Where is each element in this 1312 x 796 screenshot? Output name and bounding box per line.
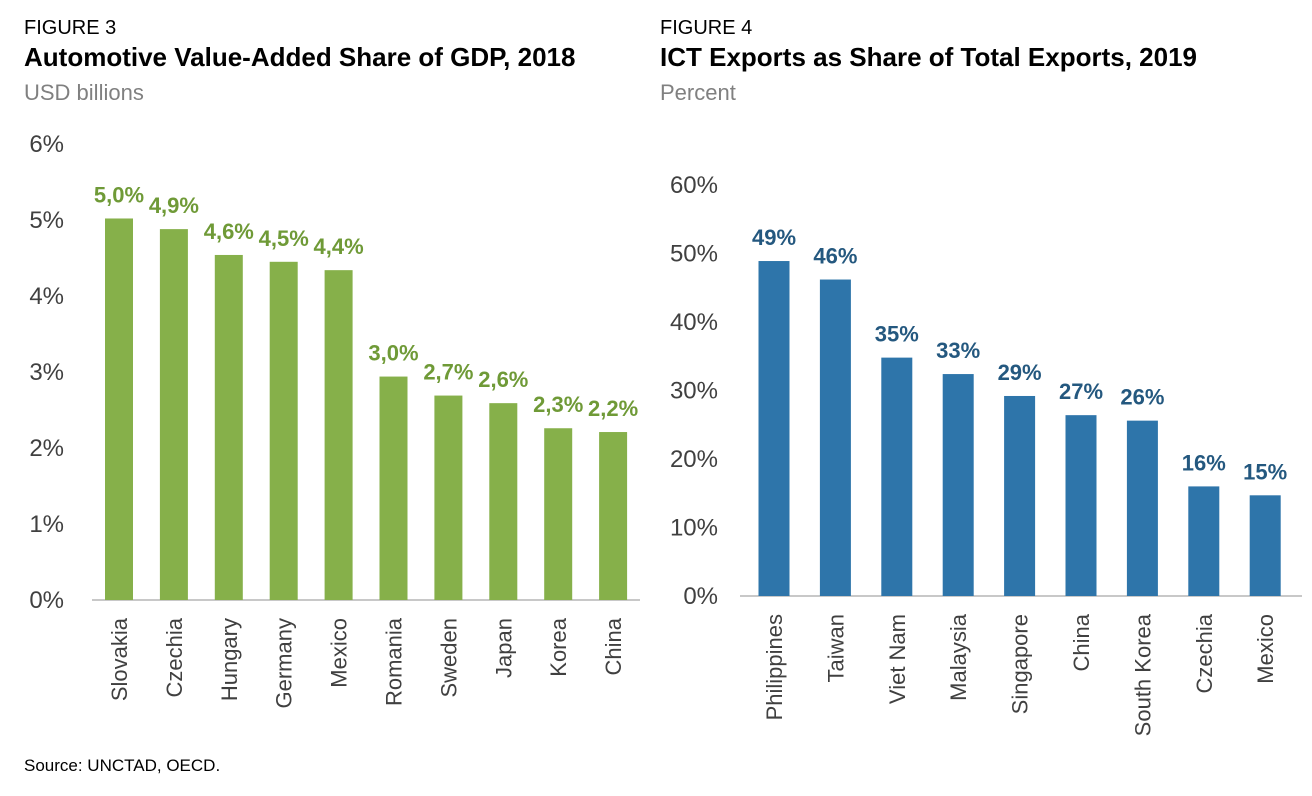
fig4-data-label: 26% xyxy=(1120,385,1164,410)
fig4-ytick-label: 50% xyxy=(670,241,718,268)
figure-4-bar-chart: 0% 10% 20% 30% 40% 50% 60% 49% Philippines 46% Tai… xyxy=(670,172,1302,736)
fig4-ytick-label: 30% xyxy=(670,378,718,405)
fig3-ytick-label: 2% xyxy=(29,435,64,462)
fig3-bar xyxy=(434,395,463,600)
fig4-category-label: Philippines xyxy=(762,614,787,720)
fig4-category-label: South Korea xyxy=(1130,613,1155,736)
fig4-category-label: China xyxy=(1069,613,1094,671)
fig4-data-label: 33% xyxy=(936,338,980,363)
fig3-data-label: 2,7% xyxy=(423,360,473,385)
fig4-data-label: 27% xyxy=(1059,379,1103,404)
fig4-data-label: 15% xyxy=(1243,459,1287,484)
fig4-bar xyxy=(819,279,851,596)
fig4-data-label: 16% xyxy=(1182,450,1226,475)
fig3-data-label: 2,3% xyxy=(533,392,583,417)
fig4-data-label: 46% xyxy=(813,244,857,269)
fig4-bar xyxy=(942,374,974,596)
fig3-ytick-label: 0% xyxy=(29,587,64,614)
fig3-bar xyxy=(269,261,298,600)
fig4-category-label: Taiwan xyxy=(823,614,848,682)
fig3-ytick-label: 1% xyxy=(29,511,64,538)
fig4-ytick-label: 20% xyxy=(670,446,718,473)
fig4-bar xyxy=(1249,495,1281,596)
fig4-data-label: 35% xyxy=(875,322,919,347)
figure-3-bar-chart: 0% 1% 2% 3% 4% 5% 6% 5,0% Slovakia 4,9% Czechia 4,6… xyxy=(29,131,640,708)
source-note: Source: UNCTAD, OECD. xyxy=(24,756,221,775)
fig4-bar xyxy=(758,261,790,596)
fig4-data-label: 29% xyxy=(998,360,1042,385)
fig3-ytick-label: 6% xyxy=(29,131,64,158)
fig4-bar xyxy=(1065,415,1097,596)
fig3-ytick-label: 5% xyxy=(29,207,64,234)
fig3-data-label: 5,0% xyxy=(94,182,144,207)
fig3-data-label: 2,2% xyxy=(588,396,638,421)
fig4-category-label: Czechia xyxy=(1192,613,1217,693)
fig3-bar xyxy=(214,254,243,600)
figure-3-label: FIGURE 3 xyxy=(24,17,117,39)
fig4-bar xyxy=(1126,420,1158,596)
fig4-ytick-label: 40% xyxy=(670,309,718,336)
fig3-category-label: Sweden xyxy=(436,618,461,698)
fig4-category-label: Mexico xyxy=(1253,614,1278,684)
figure-4-subtitle: Percent xyxy=(660,80,736,105)
fig4-category-label: Singapore xyxy=(1008,614,1033,714)
fig4-data-label: 49% xyxy=(752,225,796,250)
figure-3-panel: FIGURE 3 Automotive Value-Added Share of… xyxy=(0,0,652,796)
fig4-category-label: Viet Nam xyxy=(885,614,910,704)
fig3-ytick-label: 3% xyxy=(29,359,64,386)
fig4-bar xyxy=(881,357,913,596)
fig4-ytick-label: 0% xyxy=(683,583,718,610)
fig4-bar xyxy=(1004,395,1036,596)
fig3-bar xyxy=(599,432,628,600)
fig3-category-label: Korea xyxy=(546,617,571,676)
fig3-category-label: Germany xyxy=(272,618,297,708)
figure-4-label: FIGURE 4 xyxy=(660,17,753,39)
fig3-category-label: China xyxy=(601,617,626,675)
figure-3-title: Automotive Value-Added Share of GDP, 201… xyxy=(24,42,576,72)
fig3-bar xyxy=(544,428,573,600)
fig3-bar xyxy=(159,229,188,600)
fig3-data-label: 4,6% xyxy=(204,219,254,244)
fig4-ytick-label: 10% xyxy=(670,515,718,542)
figure-4-title: ICT Exports as Share of Total Exports, 2… xyxy=(660,42,1198,72)
fig3-data-label: 2,6% xyxy=(478,367,528,392)
fig3-data-label: 3,0% xyxy=(368,341,418,366)
fig3-category-label: Japan xyxy=(491,618,516,678)
fig3-data-label: 4,4% xyxy=(314,234,364,259)
fig4-bar xyxy=(1188,486,1220,596)
fig3-bar xyxy=(324,270,353,600)
figure-3-subtitle: USD billions xyxy=(24,80,144,105)
fig3-data-label: 4,5% xyxy=(259,226,309,251)
fig3-bar xyxy=(105,218,133,601)
fig3-ytick-label: 4% xyxy=(29,283,64,310)
figure-4-panel: FIGURE 4 ICT Exports as Share of Total E… xyxy=(652,0,1312,796)
fig3-data-label: 4,9% xyxy=(149,193,199,218)
fig3-category-label: Slovakia xyxy=(107,617,132,701)
fig3-category-label: Mexico xyxy=(327,618,352,688)
fig3-category-label: Czechia xyxy=(162,617,187,697)
fig4-ytick-label: 60% xyxy=(670,172,718,199)
fig3-bar xyxy=(379,376,408,600)
fig3-category-label: Romania xyxy=(382,617,407,706)
fig3-category-label: Hungary xyxy=(217,618,242,701)
fig3-bar xyxy=(489,403,518,600)
fig4-category-label: Malaysia xyxy=(946,613,971,701)
